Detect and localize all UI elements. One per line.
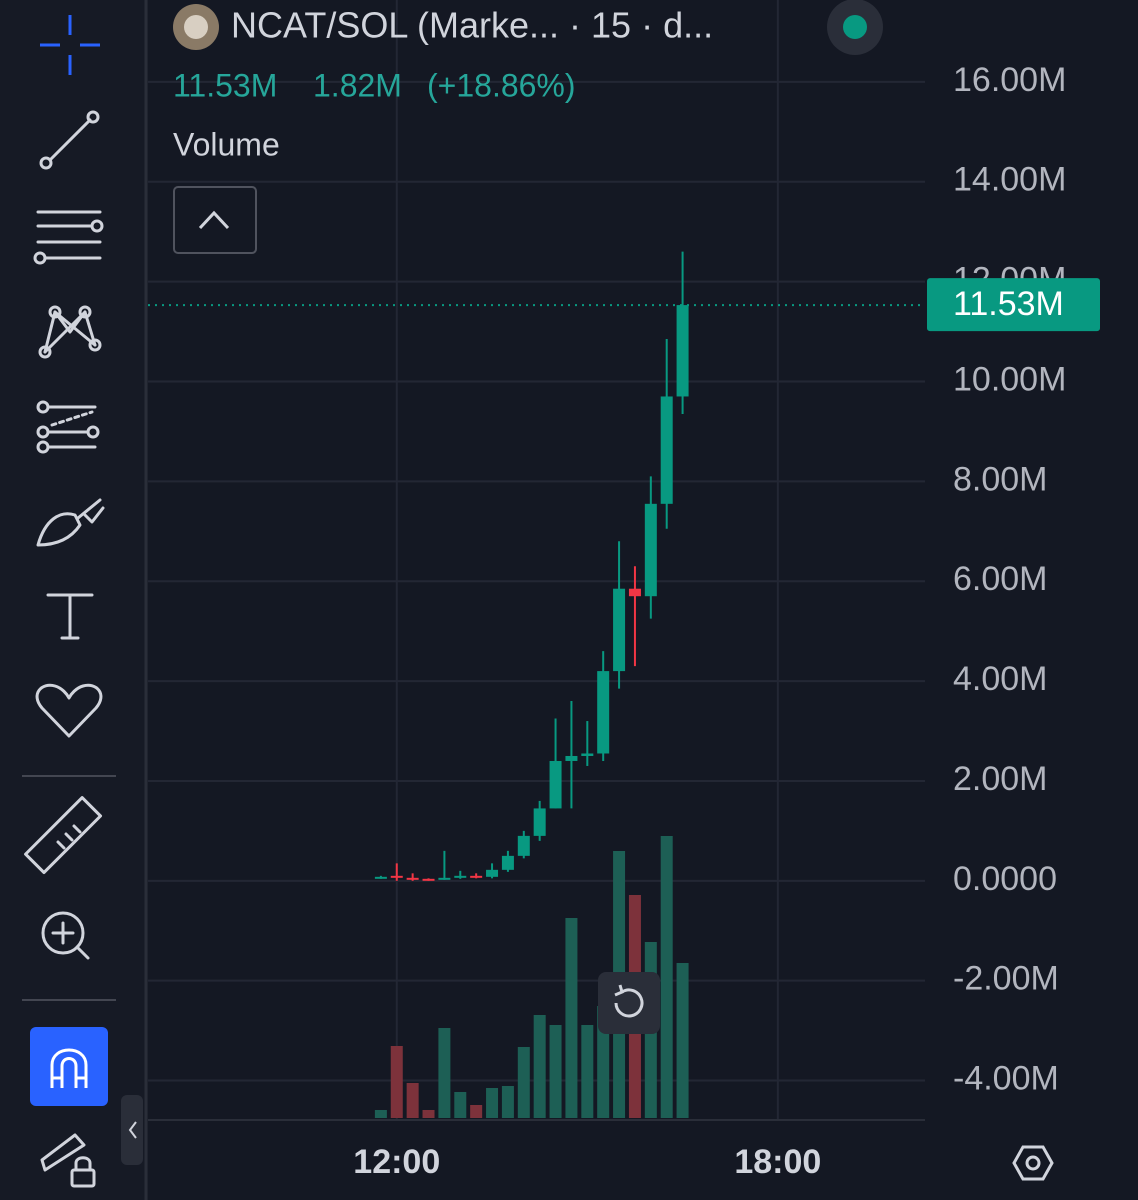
candle-body	[533, 808, 546, 836]
legend-change: 1.82M	[313, 67, 402, 103]
legend-change-pct: (+18.86%)	[427, 67, 576, 103]
volume-bar	[676, 963, 689, 1118]
volume-bar	[422, 1110, 435, 1118]
pattern-tool[interactable]	[38, 305, 102, 359]
candle-body	[406, 877, 419, 880]
lock-drawings-tool[interactable]	[40, 1133, 96, 1188]
legend-last: 11.53M	[173, 67, 277, 103]
candle-body	[501, 855, 514, 870]
candle-body	[660, 396, 673, 504]
volume-bar	[454, 1092, 467, 1118]
text-tool[interactable]	[46, 593, 94, 640]
y-tick-label: 10.00M	[953, 360, 1066, 398]
candle-body	[597, 671, 610, 754]
settings[interactable]	[1012, 1145, 1054, 1181]
candle-body	[581, 753, 594, 756]
x-tick-label: 18:00	[734, 1143, 821, 1181]
y-tick-label: 0.0000	[953, 860, 1057, 898]
collapse-toolbar[interactable]	[121, 1095, 143, 1165]
header: NCAT/SOL (Marke... · 15 · d... 11.53M 1.…	[173, 0, 883, 254]
volume-bar	[660, 836, 673, 1118]
volume-bar	[390, 1046, 403, 1118]
magnet-tool[interactable]	[30, 1027, 108, 1106]
trend-line-tool[interactable]	[39, 110, 100, 170]
y-tick-label: 16.00M	[953, 61, 1066, 99]
y-tick-label: -2.00M	[953, 960, 1059, 998]
candle-body	[613, 588, 626, 672]
symbol-avatar-detail	[184, 15, 208, 39]
brush-tool[interactable]	[36, 498, 105, 547]
reset-chart[interactable]	[598, 972, 660, 1034]
y-tick-label: 6.00M	[953, 560, 1048, 598]
y-tick-label: 8.00M	[953, 460, 1048, 498]
y-tick-label: 2.00M	[953, 760, 1048, 798]
volume-bar	[565, 918, 578, 1118]
zoom-tool[interactable]	[41, 911, 90, 960]
ruler-tool[interactable]	[24, 796, 103, 875]
favorite-tool[interactable]	[35, 683, 103, 738]
price-label: 11.53M	[953, 285, 1064, 323]
candle-body	[390, 875, 403, 878]
candle-body	[470, 875, 483, 878]
volume-bar	[549, 1025, 562, 1118]
y-tick-label: -4.00M	[953, 1060, 1059, 1098]
volume-bar	[581, 1025, 594, 1118]
candle-body	[486, 869, 499, 877]
candle-body	[438, 877, 451, 880]
candle-body	[644, 503, 657, 597]
candle-body	[565, 755, 578, 761]
horizontal-lines-tool[interactable]	[33, 210, 104, 265]
volume-bar	[470, 1105, 483, 1118]
volume-bar	[533, 1015, 546, 1118]
y-tick-label: 4.00M	[953, 660, 1048, 698]
collapse-legend[interactable]	[173, 186, 257, 254]
candle-body	[628, 588, 641, 597]
candle-body	[454, 875, 467, 878]
candle-body	[374, 876, 387, 879]
forecast-tool[interactable]	[36, 400, 100, 454]
y-tick-label: 14.00M	[953, 161, 1066, 199]
indicator-label: Volume	[173, 126, 280, 162]
candle-body	[549, 760, 562, 809]
status-dot	[843, 15, 867, 39]
candle-body	[676, 305, 689, 397]
x-tick-label: 12:00	[353, 1143, 440, 1181]
volume-bar	[501, 1086, 514, 1118]
symbol-title[interactable]: NCAT/SOL (Marke... · 15 · d...	[231, 5, 713, 46]
candle-body	[422, 878, 435, 881]
volume-bar	[517, 1047, 530, 1118]
volume-bar	[486, 1088, 499, 1118]
volume-bar	[406, 1083, 419, 1118]
toolbar	[22, 15, 143, 1188]
volume-bar	[438, 1028, 451, 1118]
crosshair-tool[interactable]	[40, 15, 100, 75]
price-label-bg	[927, 278, 1100, 332]
volume-bar	[374, 1110, 387, 1118]
candle-body	[517, 835, 530, 856]
